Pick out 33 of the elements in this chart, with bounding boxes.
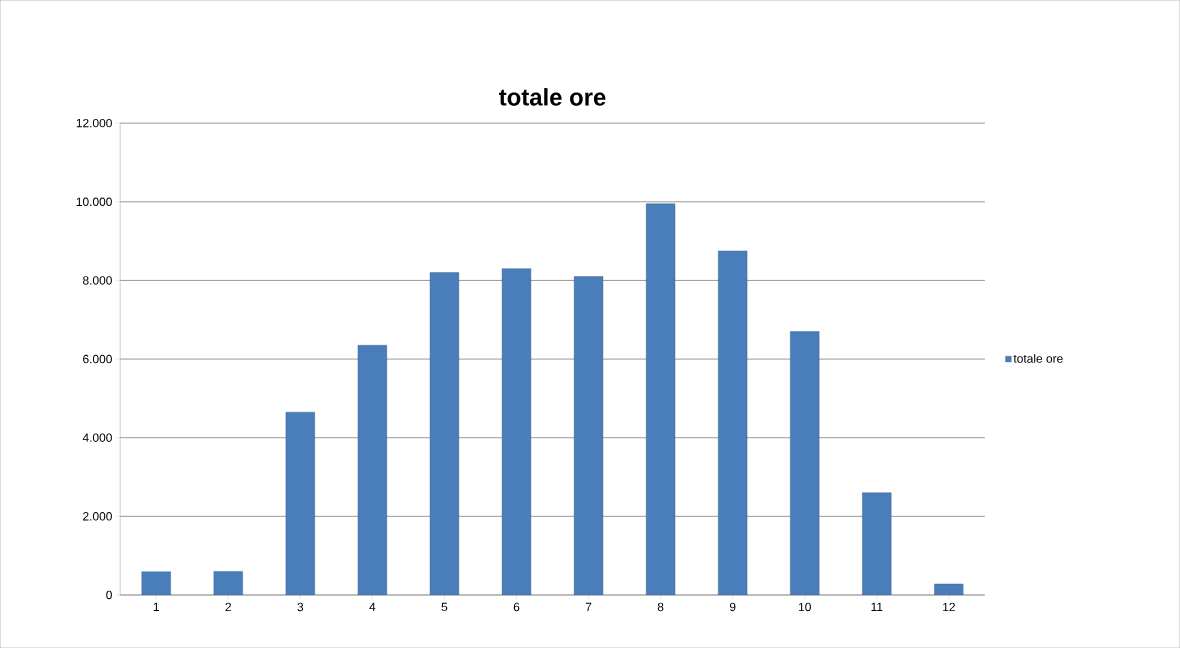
x-tick-label: 7 bbox=[585, 602, 592, 611]
y-tick-label: 8.000 bbox=[83, 276, 112, 285]
legend-label: totale ore bbox=[1013, 353, 1063, 363]
y-tick-label: 2.000 bbox=[83, 512, 112, 521]
bar bbox=[573, 276, 604, 595]
bar bbox=[934, 583, 964, 595]
bar bbox=[790, 331, 820, 595]
bar bbox=[862, 492, 892, 595]
bar bbox=[646, 203, 676, 595]
x-tick-label: 8 bbox=[657, 602, 664, 612]
bar bbox=[141, 571, 171, 595]
y-tick-label: 0 bbox=[106, 590, 112, 600]
x-tick-label: 2 bbox=[225, 602, 231, 612]
y-tick-label: 4.000 bbox=[82, 433, 112, 442]
x-tick-label: 5 bbox=[441, 602, 448, 612]
x-tick-label: 11 bbox=[871, 602, 883, 611]
bar bbox=[501, 268, 532, 595]
x-tick-label: 6 bbox=[513, 602, 520, 612]
bar bbox=[213, 571, 243, 595]
x-tick-label: 10 bbox=[799, 602, 811, 612]
bar bbox=[285, 411, 315, 595]
x-tick-label: 1 bbox=[153, 602, 159, 611]
x-tick-label: 9 bbox=[729, 602, 736, 612]
y-tick-label: 10.000 bbox=[76, 197, 112, 206]
x-tick-label: 3 bbox=[297, 602, 304, 612]
bar bbox=[718, 250, 748, 595]
x-tick-label: 12 bbox=[943, 602, 955, 612]
bar bbox=[429, 272, 460, 595]
bar bbox=[357, 345, 387, 595]
chart-title: totale ore bbox=[499, 88, 606, 106]
y-tick-label: 6.000 bbox=[83, 354, 112, 364]
x-tick-label: 4 bbox=[369, 602, 376, 611]
y-tick-label: 12.000 bbox=[76, 118, 112, 128]
